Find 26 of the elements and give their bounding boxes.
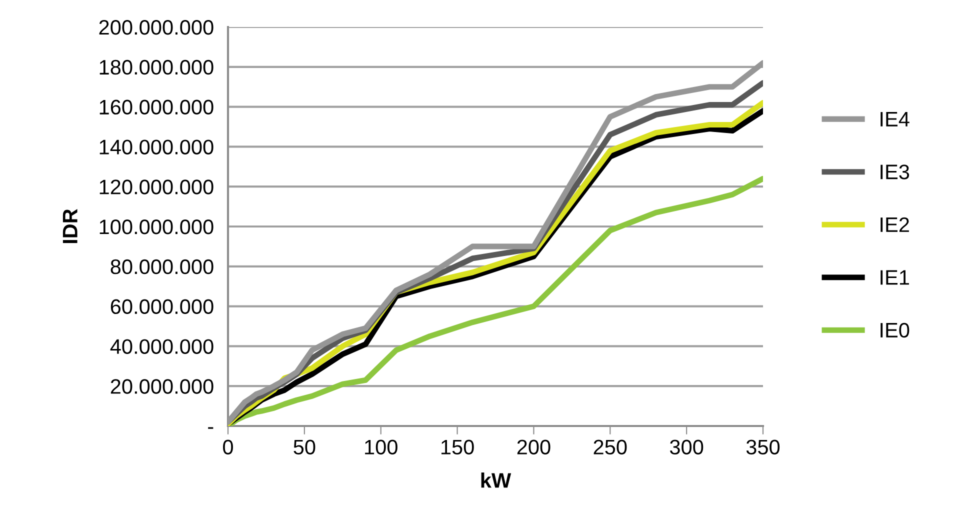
x-tick-label: 100 <box>365 440 398 454</box>
x-tick-label: 200 <box>517 440 550 454</box>
y-tick-label: 160.000.000 <box>100 100 214 115</box>
x-tick-label: 0 <box>223 440 233 454</box>
x-tick-label: 300 <box>670 440 704 454</box>
x-tick-label: 150 <box>441 440 474 454</box>
y-tick-label: 40.000.000 <box>110 339 214 354</box>
y-tick-label: - <box>208 427 214 429</box>
y-axis-title: IDR <box>62 208 78 244</box>
y-tick-label: 180.000.000 <box>100 60 214 75</box>
legend-label: IE4 <box>880 112 910 126</box>
y-tick-label: 80.000.000 <box>110 259 214 274</box>
legend-label: IE1 <box>880 270 909 285</box>
y-tick-label: 100.000.000 <box>100 220 214 234</box>
y-tick-label: 140.000.000 <box>100 140 214 154</box>
y-tick-label: 20.000.000 <box>110 379 214 394</box>
legend-label: IE3 <box>880 164 910 180</box>
x-axis-title: kW <box>481 472 512 488</box>
x-tick-label: 250 <box>594 440 627 454</box>
legend-label: IE0 <box>880 322 910 338</box>
y-tick-label: 60.000.000 <box>110 299 214 314</box>
y-tick-label: 120.000.000 <box>100 180 214 194</box>
y-tick-label: 200.000.000 <box>99 20 214 35</box>
legend-label: IE2 <box>880 217 909 232</box>
x-tick-label: 350 <box>746 440 780 454</box>
x-tick-label: 50 <box>294 440 316 454</box>
